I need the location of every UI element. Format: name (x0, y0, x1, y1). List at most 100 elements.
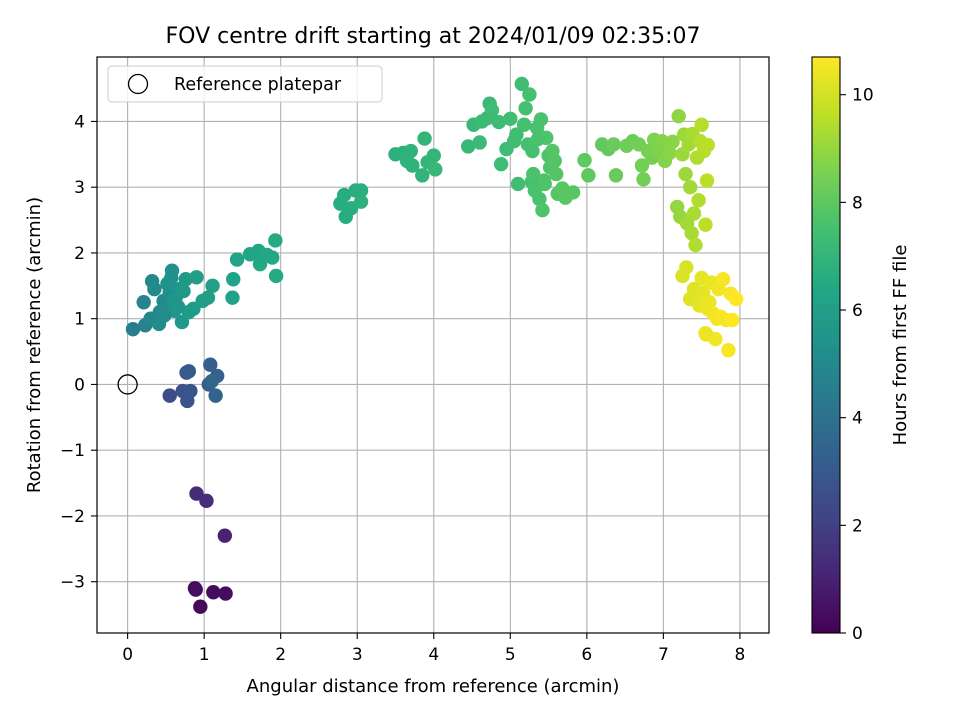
data-point (353, 194, 369, 209)
data-point (698, 217, 713, 232)
data-point (691, 193, 706, 208)
data-point (679, 260, 694, 275)
data-point (265, 250, 280, 265)
x-axis-ticks: 0 1 2 3 4 5 6 7 8 (122, 633, 745, 665)
data-point (426, 148, 441, 163)
data-point (522, 87, 537, 102)
data-point (461, 139, 476, 154)
y-tick-label: 3 (74, 178, 85, 198)
data-point (181, 364, 197, 379)
data-point (226, 272, 241, 287)
data-point (188, 582, 203, 597)
data-point (549, 166, 564, 182)
data-point (547, 153, 562, 169)
data-point (702, 295, 717, 310)
data-point (608, 168, 624, 183)
data-point (510, 176, 526, 192)
reference-platepar-marker (117, 374, 138, 395)
x-tick-label: 7 (658, 645, 669, 665)
data-point (532, 191, 547, 207)
data-point (684, 226, 699, 241)
colorbar: 0 2 4 6 8 10 Hours from first FF file (811, 56, 911, 644)
data-point (176, 283, 191, 299)
data-point (136, 295, 151, 310)
colorbar-tick-label: 2 (852, 516, 863, 536)
y-tick-label: −2 (60, 507, 85, 527)
data-point (721, 343, 736, 358)
data-point (509, 127, 524, 142)
y-axis-label: Rotation from reference (arcmin) (24, 197, 45, 493)
data-point (606, 137, 621, 152)
data-point (715, 272, 731, 287)
data-point (200, 290, 216, 305)
data-point (518, 101, 533, 116)
x-tick-label: 1 (199, 645, 210, 665)
x-tick-label: 4 (428, 645, 439, 665)
x-tick-label: 6 (581, 645, 592, 665)
data-point (533, 112, 549, 127)
data-point (493, 156, 509, 172)
colorbar-tick-label: 4 (852, 409, 863, 429)
data-points (125, 76, 744, 614)
data-point (536, 173, 552, 188)
data-point (636, 172, 651, 187)
data-point (728, 291, 744, 307)
data-point (577, 153, 592, 168)
data-point (484, 103, 500, 118)
data-point (514, 76, 529, 92)
data-point (268, 268, 284, 284)
data-point (164, 263, 180, 278)
data-point (654, 133, 670, 149)
y-tick-label: 2 (74, 244, 85, 264)
data-point (699, 327, 714, 342)
data-point (203, 357, 218, 372)
data-point (662, 145, 677, 161)
data-point (525, 143, 540, 159)
legend-reference-icon (127, 73, 149, 95)
data-point (686, 206, 702, 221)
data-point (428, 162, 443, 177)
y-tick-label: −1 (60, 441, 85, 461)
x-tick-label: 5 (505, 645, 516, 665)
data-point (268, 233, 283, 248)
y-tick-label: −3 (60, 573, 85, 593)
data-point (147, 281, 162, 297)
data-point (189, 486, 204, 501)
data-point (199, 493, 214, 509)
legend-reference-label: Reference platepar (174, 75, 342, 95)
data-point (671, 108, 686, 124)
data-point (417, 131, 432, 146)
data-point (682, 179, 698, 195)
data-point (193, 599, 208, 614)
colorbar-tick-label: 6 (852, 301, 863, 321)
reference-marker-group (117, 374, 138, 395)
data-point (526, 166, 541, 182)
data-point (503, 111, 518, 127)
data-point (581, 168, 596, 183)
data-point (700, 137, 715, 153)
data-point (634, 158, 650, 173)
data-point (162, 388, 177, 403)
legend-box (107, 65, 383, 103)
data-point (530, 131, 546, 147)
data-point (678, 166, 693, 182)
data-point (353, 183, 369, 198)
data-point (472, 135, 487, 150)
data-point (157, 308, 172, 323)
data-point (208, 388, 223, 403)
data-point (694, 117, 709, 132)
y-tick-label: 4 (74, 112, 85, 132)
x-tick-label: 8 (735, 645, 746, 665)
data-point (535, 203, 550, 218)
chart-title: FOV centre drift starting at 2024/01/09 … (166, 24, 701, 49)
data-point (491, 114, 507, 130)
data-point (337, 187, 352, 203)
y-tick-label: 1 (74, 310, 85, 330)
data-point (725, 312, 740, 328)
y-tick-label: 0 (74, 375, 85, 395)
data-point (206, 585, 221, 600)
plot-area-frame (96, 56, 770, 634)
colorbar-ticks: 0 2 4 6 8 10 (840, 86, 874, 644)
data-point (415, 168, 430, 183)
data-point (125, 322, 141, 337)
